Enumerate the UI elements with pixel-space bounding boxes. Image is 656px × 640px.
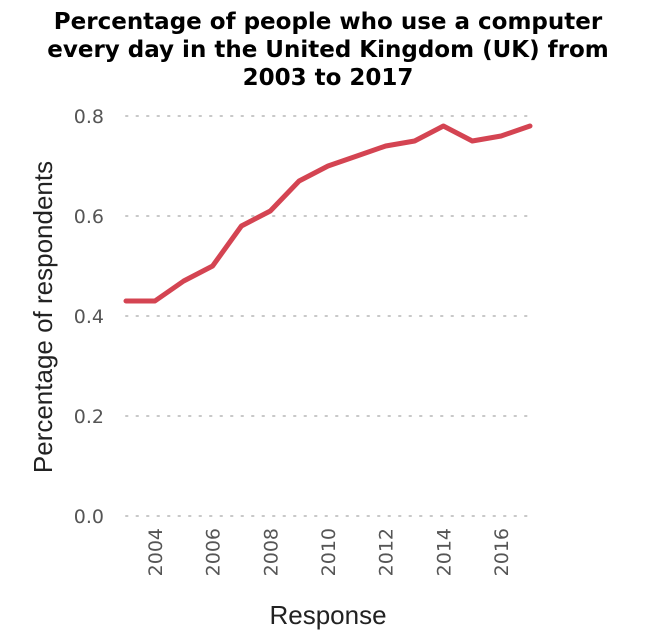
y-tick-label: 0.8 xyxy=(74,106,104,128)
x-tick-label: 2012 xyxy=(376,528,398,576)
x-tick-label: 2008 xyxy=(260,528,282,576)
y-axis-title: Percentage of respondents xyxy=(28,161,58,473)
y-tick-label: 0.4 xyxy=(74,306,104,328)
x-axis-title: Response xyxy=(269,600,386,630)
series-layer xyxy=(123,123,533,304)
y-axis-tick-labels: 0.0 0.2 0.4 0.6 0.8 xyxy=(74,106,104,528)
x-tick-label: 2006 xyxy=(203,528,225,576)
grid-lines xyxy=(125,115,531,517)
chart-title-line: Percentage of people who use a computer xyxy=(53,9,603,35)
chart-title-line: every day in the United Kingdom (UK) fro… xyxy=(47,37,609,63)
chart-title-line: 2003 to 2017 xyxy=(242,65,414,91)
x-tick-label: 2004 xyxy=(145,528,167,576)
y-tick-label: 0.6 xyxy=(74,206,104,228)
y-tick-label: 0.2 xyxy=(74,406,104,428)
x-tick-label: 2010 xyxy=(318,528,340,576)
x-axis-tick-labels: 2004 2006 2008 2010 2012 2014 2016 xyxy=(145,528,513,576)
chart-title: Percentage of people who use a computer … xyxy=(0,8,656,92)
x-tick-label: 2016 xyxy=(491,528,513,576)
series-line xyxy=(123,123,533,304)
y-tick-label: 0.0 xyxy=(74,506,104,528)
x-tick-label: 2014 xyxy=(433,528,455,576)
